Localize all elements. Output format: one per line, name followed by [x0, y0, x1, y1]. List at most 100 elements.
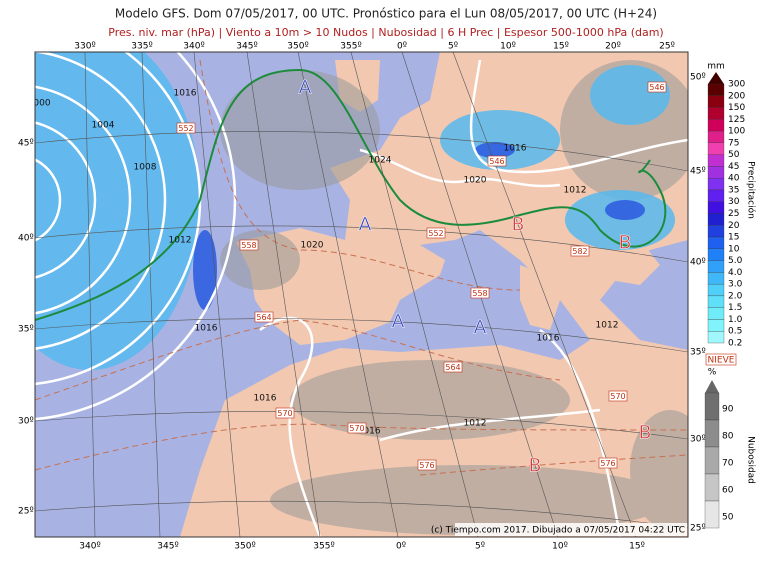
precip-label: 35	[728, 185, 739, 195]
left-lat-label: 30º	[18, 417, 34, 427]
isobar-label: 000	[33, 99, 50, 109]
thickness-label: 564	[445, 363, 460, 372]
left-lat-label: 35º	[18, 325, 34, 335]
pressure-center: B	[511, 214, 524, 236]
bottom-lon-label: 10º	[552, 542, 568, 552]
top-lon-label: 345º	[236, 42, 257, 52]
thickness-box	[347, 422, 367, 434]
precip-label: 0.2	[728, 339, 742, 349]
precip-label: 3.0	[728, 280, 743, 290]
top-lon-label: 20º	[605, 42, 621, 52]
thickness-box	[647, 81, 667, 93]
precip-swatch	[707, 283, 725, 297]
precip-label: 30	[728, 197, 740, 207]
precip-label: 15	[728, 233, 739, 243]
thickness-label: 576	[419, 461, 434, 470]
precip-title: Precipitación	[746, 161, 757, 219]
thickness-label: 558	[241, 241, 256, 250]
thickness-label: 582	[572, 247, 587, 256]
precip-label: 20	[728, 221, 740, 231]
top-lon-label: 340º	[183, 42, 204, 52]
precip-swatch	[707, 107, 725, 120]
left-lat-label: 25º	[18, 507, 34, 517]
precip-label: 2.0	[728, 291, 743, 301]
bottom-lon-label: 5º	[475, 542, 485, 552]
precip-label: 150	[728, 103, 745, 113]
pressure-center: B	[618, 232, 631, 254]
precip-unit: mm	[707, 62, 725, 72]
isobar-label: 016	[363, 427, 380, 437]
precip-label: 45	[728, 162, 739, 172]
bottom-lon-label: 0º	[396, 542, 406, 552]
cloud-swatch	[704, 446, 720, 475]
precip-label: 10	[728, 244, 740, 254]
top-lon-label: 330º	[74, 42, 95, 52]
thickness-label: 546	[489, 157, 504, 166]
isobar-label: 1012	[464, 419, 487, 429]
precip-swatch	[707, 83, 725, 96]
right-lat-label: 35º	[690, 348, 706, 358]
pressure-center: A	[392, 311, 405, 333]
thickness-label: 552	[428, 229, 443, 238]
thickness-box	[470, 287, 490, 299]
precip-swatch	[707, 295, 725, 308]
thickness-box	[426, 227, 446, 239]
pressure-center: A	[359, 214, 372, 236]
thickness-label: 552	[178, 124, 193, 133]
precip-swatch	[707, 319, 725, 332]
thickness-label: 546	[649, 83, 664, 92]
cloud-label: 80	[722, 432, 734, 442]
precip-label: 50	[728, 150, 740, 160]
precip-label: 0.5	[728, 327, 742, 337]
pressure-center: A	[299, 77, 312, 99]
precip-swatch	[707, 272, 725, 285]
top-lon-label: 25º	[659, 42, 675, 52]
isobar-label: 1016	[537, 334, 560, 344]
top-lon-label: 5º	[448, 42, 458, 52]
isobar-label: 1020	[464, 176, 487, 186]
cloud-arrow	[705, 380, 719, 393]
map: 000 1016 1004 1008 1012 1016 1024 1020 1020 1016 1…	[33, 52, 688, 537]
precip-label: 200	[728, 91, 745, 101]
precip-swatch	[707, 248, 725, 261]
thickness-box	[598, 457, 618, 469]
isobar-label: 1008	[134, 163, 157, 173]
thickness-box	[239, 239, 259, 251]
precip-swatch	[707, 331, 725, 344]
precip-swatch	[707, 307, 725, 320]
snow-label: NIEVE	[708, 356, 735, 366]
precip-swatch	[707, 166, 725, 179]
isobar-label: 1024	[369, 156, 392, 166]
isobar-label: 1016	[504, 144, 527, 154]
precip-swatch	[707, 95, 725, 108]
precip-swatch	[707, 154, 725, 167]
bottom-lon-label: 15º	[629, 542, 645, 552]
top-lon-label: 10º	[500, 42, 516, 52]
top-lon-label: 0º	[397, 42, 407, 52]
cloud-swatch	[704, 473, 720, 502]
bottom-lon-label: 350º	[234, 542, 255, 552]
title: Modelo GFS. Dom 07/05/2017, 00 UTC. Pron…	[115, 7, 657, 21]
isobar-label: 1016	[174, 89, 197, 99]
cloud-label: 70	[722, 459, 734, 469]
precip-label: 1.5	[728, 303, 742, 313]
top-lon-label: 350º	[287, 42, 308, 52]
precip-label: 5.0	[728, 256, 743, 266]
map-frame	[34, 51, 689, 538]
precip-swatch	[707, 189, 725, 202]
cloud-label: 60	[722, 486, 734, 496]
cloud-swatch	[704, 392, 720, 421]
isobar-label: 1012	[564, 186, 587, 196]
bottom-lon-label: 340º	[79, 542, 100, 552]
left-lat-label: 45º	[18, 139, 34, 149]
bottom-lon-label: 355º	[313, 542, 334, 552]
thickness-box	[176, 122, 196, 134]
right-lat-label: 45º	[690, 167, 706, 177]
cloud-unit: %	[708, 368, 717, 378]
precip-swatch	[707, 236, 725, 249]
isobar-label: 1012	[596, 321, 619, 331]
thickness-label: 570	[349, 424, 364, 433]
isobar-label: 1012	[169, 236, 192, 246]
precip-swatch	[707, 130, 725, 144]
right-lat-label: 30º	[690, 435, 706, 445]
